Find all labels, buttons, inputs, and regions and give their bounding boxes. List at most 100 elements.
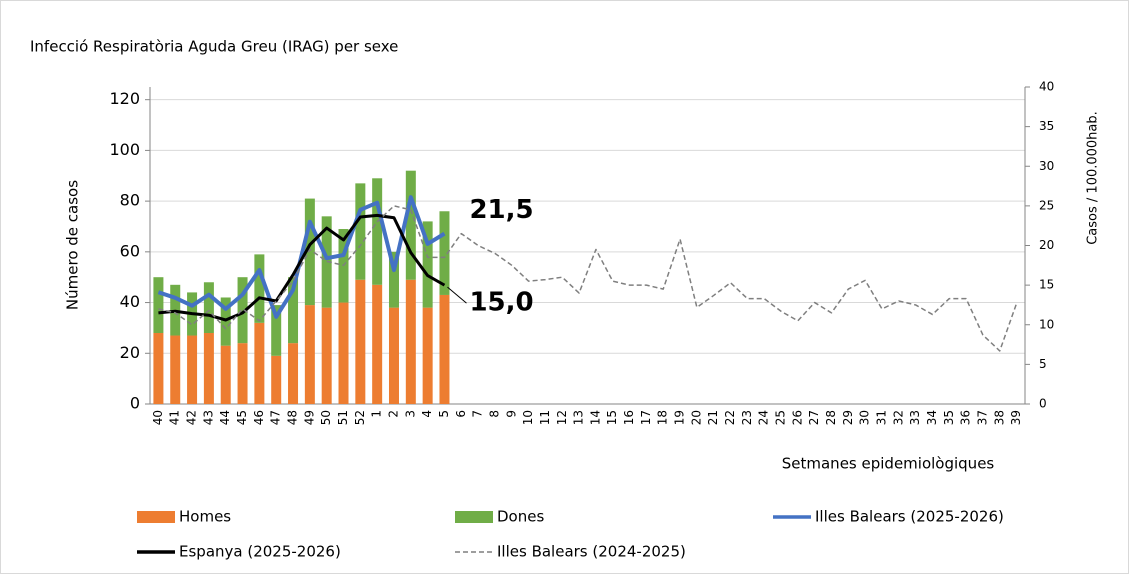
y-tick-label: 20 <box>120 343 140 362</box>
x-tick-label: 17 <box>639 410 653 425</box>
x-tick-label: 46 <box>252 410 266 425</box>
x-tick-label: 22 <box>723 410 737 425</box>
line <box>158 205 1018 352</box>
x-tick-label: 36 <box>959 410 973 425</box>
x-tick-label: 20 <box>689 410 703 425</box>
x-tick-label: 48 <box>286 410 300 425</box>
x-tick-label: 15 <box>605 410 619 425</box>
x-tick-label: 32 <box>891 410 905 425</box>
legend-label: Dones <box>497 508 544 526</box>
y2-tick-label: 10 <box>1039 317 1054 331</box>
x-tick-label: 27 <box>807 410 821 425</box>
x-tick-label: 35 <box>942 410 956 425</box>
legend-swatch <box>137 511 175 523</box>
bar <box>388 251 399 308</box>
x-tick-label: 40 <box>151 410 165 425</box>
x-tick-label: 37 <box>975 410 989 425</box>
bar <box>372 178 383 285</box>
y2-tick-label: 15 <box>1039 278 1054 292</box>
legend-swatch <box>455 511 493 523</box>
y2-tick-label: 5 <box>1039 357 1047 371</box>
bar <box>203 282 214 333</box>
x-tick-label: 43 <box>201 410 215 425</box>
y-tick-label: 80 <box>120 191 140 210</box>
bar <box>288 343 299 404</box>
legend-label: Homes <box>179 508 231 526</box>
bar <box>237 277 248 344</box>
bar <box>254 254 265 323</box>
bar <box>187 335 198 404</box>
line <box>158 213 446 322</box>
bar <box>304 305 315 404</box>
x-tick-label: 38 <box>992 410 1006 425</box>
bar <box>237 343 248 404</box>
x-tick-label: 41 <box>168 410 182 425</box>
x-tick-label: 7 <box>471 410 485 418</box>
y-axis-label: Número de casos <box>64 180 82 310</box>
bar <box>271 305 282 356</box>
x-tick-label: 6 <box>454 410 468 418</box>
chart-title: Infecció Respiratòria Aguda Greu (IRAG) … <box>30 38 398 56</box>
y-tick-label: 60 <box>120 241 140 260</box>
bar <box>405 279 416 404</box>
legend-label: Illes Balears (2025-2026) <box>815 508 1004 526</box>
bar <box>422 221 433 308</box>
bar <box>355 183 366 280</box>
bar <box>372 284 383 404</box>
bar <box>321 307 332 404</box>
x-tick-label: 26 <box>790 410 804 425</box>
y2-tick-label: 25 <box>1039 198 1054 212</box>
legend-label: Illes Balears (2024-2025) <box>497 543 686 561</box>
x-tick-label: 51 <box>336 410 350 425</box>
x-tick-label: 5 <box>437 410 451 418</box>
x-tick-label: 19 <box>673 410 687 425</box>
y-tick-label: 0 <box>130 394 140 413</box>
x-tick-label: 8 <box>487 410 501 418</box>
x-tick-label: 33 <box>908 410 922 425</box>
x-axis-label: Setmanes epidemiològiques <box>782 455 995 473</box>
bar <box>254 322 265 404</box>
bar <box>288 277 299 344</box>
x-tick-label: 14 <box>588 410 602 425</box>
x-tick-label: 12 <box>555 410 569 425</box>
x-tick-label: 23 <box>740 410 754 425</box>
y-tick-label: 40 <box>120 292 140 311</box>
bar <box>439 294 450 404</box>
x-tick-label: 4 <box>420 410 434 418</box>
bar <box>422 307 433 404</box>
y2-tick-label: 0 <box>1039 397 1047 411</box>
x-tick-label: 13 <box>572 410 586 425</box>
bar <box>220 297 231 346</box>
x-tick-label: 16 <box>622 410 636 425</box>
x-tick-label: 31 <box>874 410 888 425</box>
y2-tick-label: 20 <box>1039 238 1054 252</box>
legend-label: Espanya (2025-2026) <box>179 543 341 561</box>
x-tick-label: 21 <box>706 410 720 425</box>
bar <box>304 198 315 306</box>
x-tick-label: 9 <box>504 410 518 418</box>
bar <box>170 335 181 404</box>
y2-axis-label: Casos / 100.000hab. <box>1086 111 1101 245</box>
x-tick-label: 11 <box>538 410 552 425</box>
line <box>157 195 446 319</box>
bar <box>439 211 450 295</box>
x-tick-label: 2 <box>386 410 400 418</box>
x-tick-label: 39 <box>1009 410 1023 425</box>
x-tick-label: 3 <box>403 410 417 418</box>
y-tick-label: 100 <box>109 140 140 159</box>
bar <box>355 279 366 404</box>
bar <box>153 277 164 333</box>
leader-line <box>447 286 467 304</box>
x-tick-label: 1 <box>370 410 384 418</box>
x-tick-label: 18 <box>656 410 670 425</box>
x-tick-label: 10 <box>521 410 535 425</box>
x-tick-label: 24 <box>757 410 771 425</box>
bar <box>405 170 416 280</box>
bar <box>220 345 231 404</box>
x-tick-label: 44 <box>218 410 232 425</box>
x-tick-label: 30 <box>858 410 872 425</box>
bar <box>338 302 349 404</box>
x-tick-label: 28 <box>824 410 838 425</box>
